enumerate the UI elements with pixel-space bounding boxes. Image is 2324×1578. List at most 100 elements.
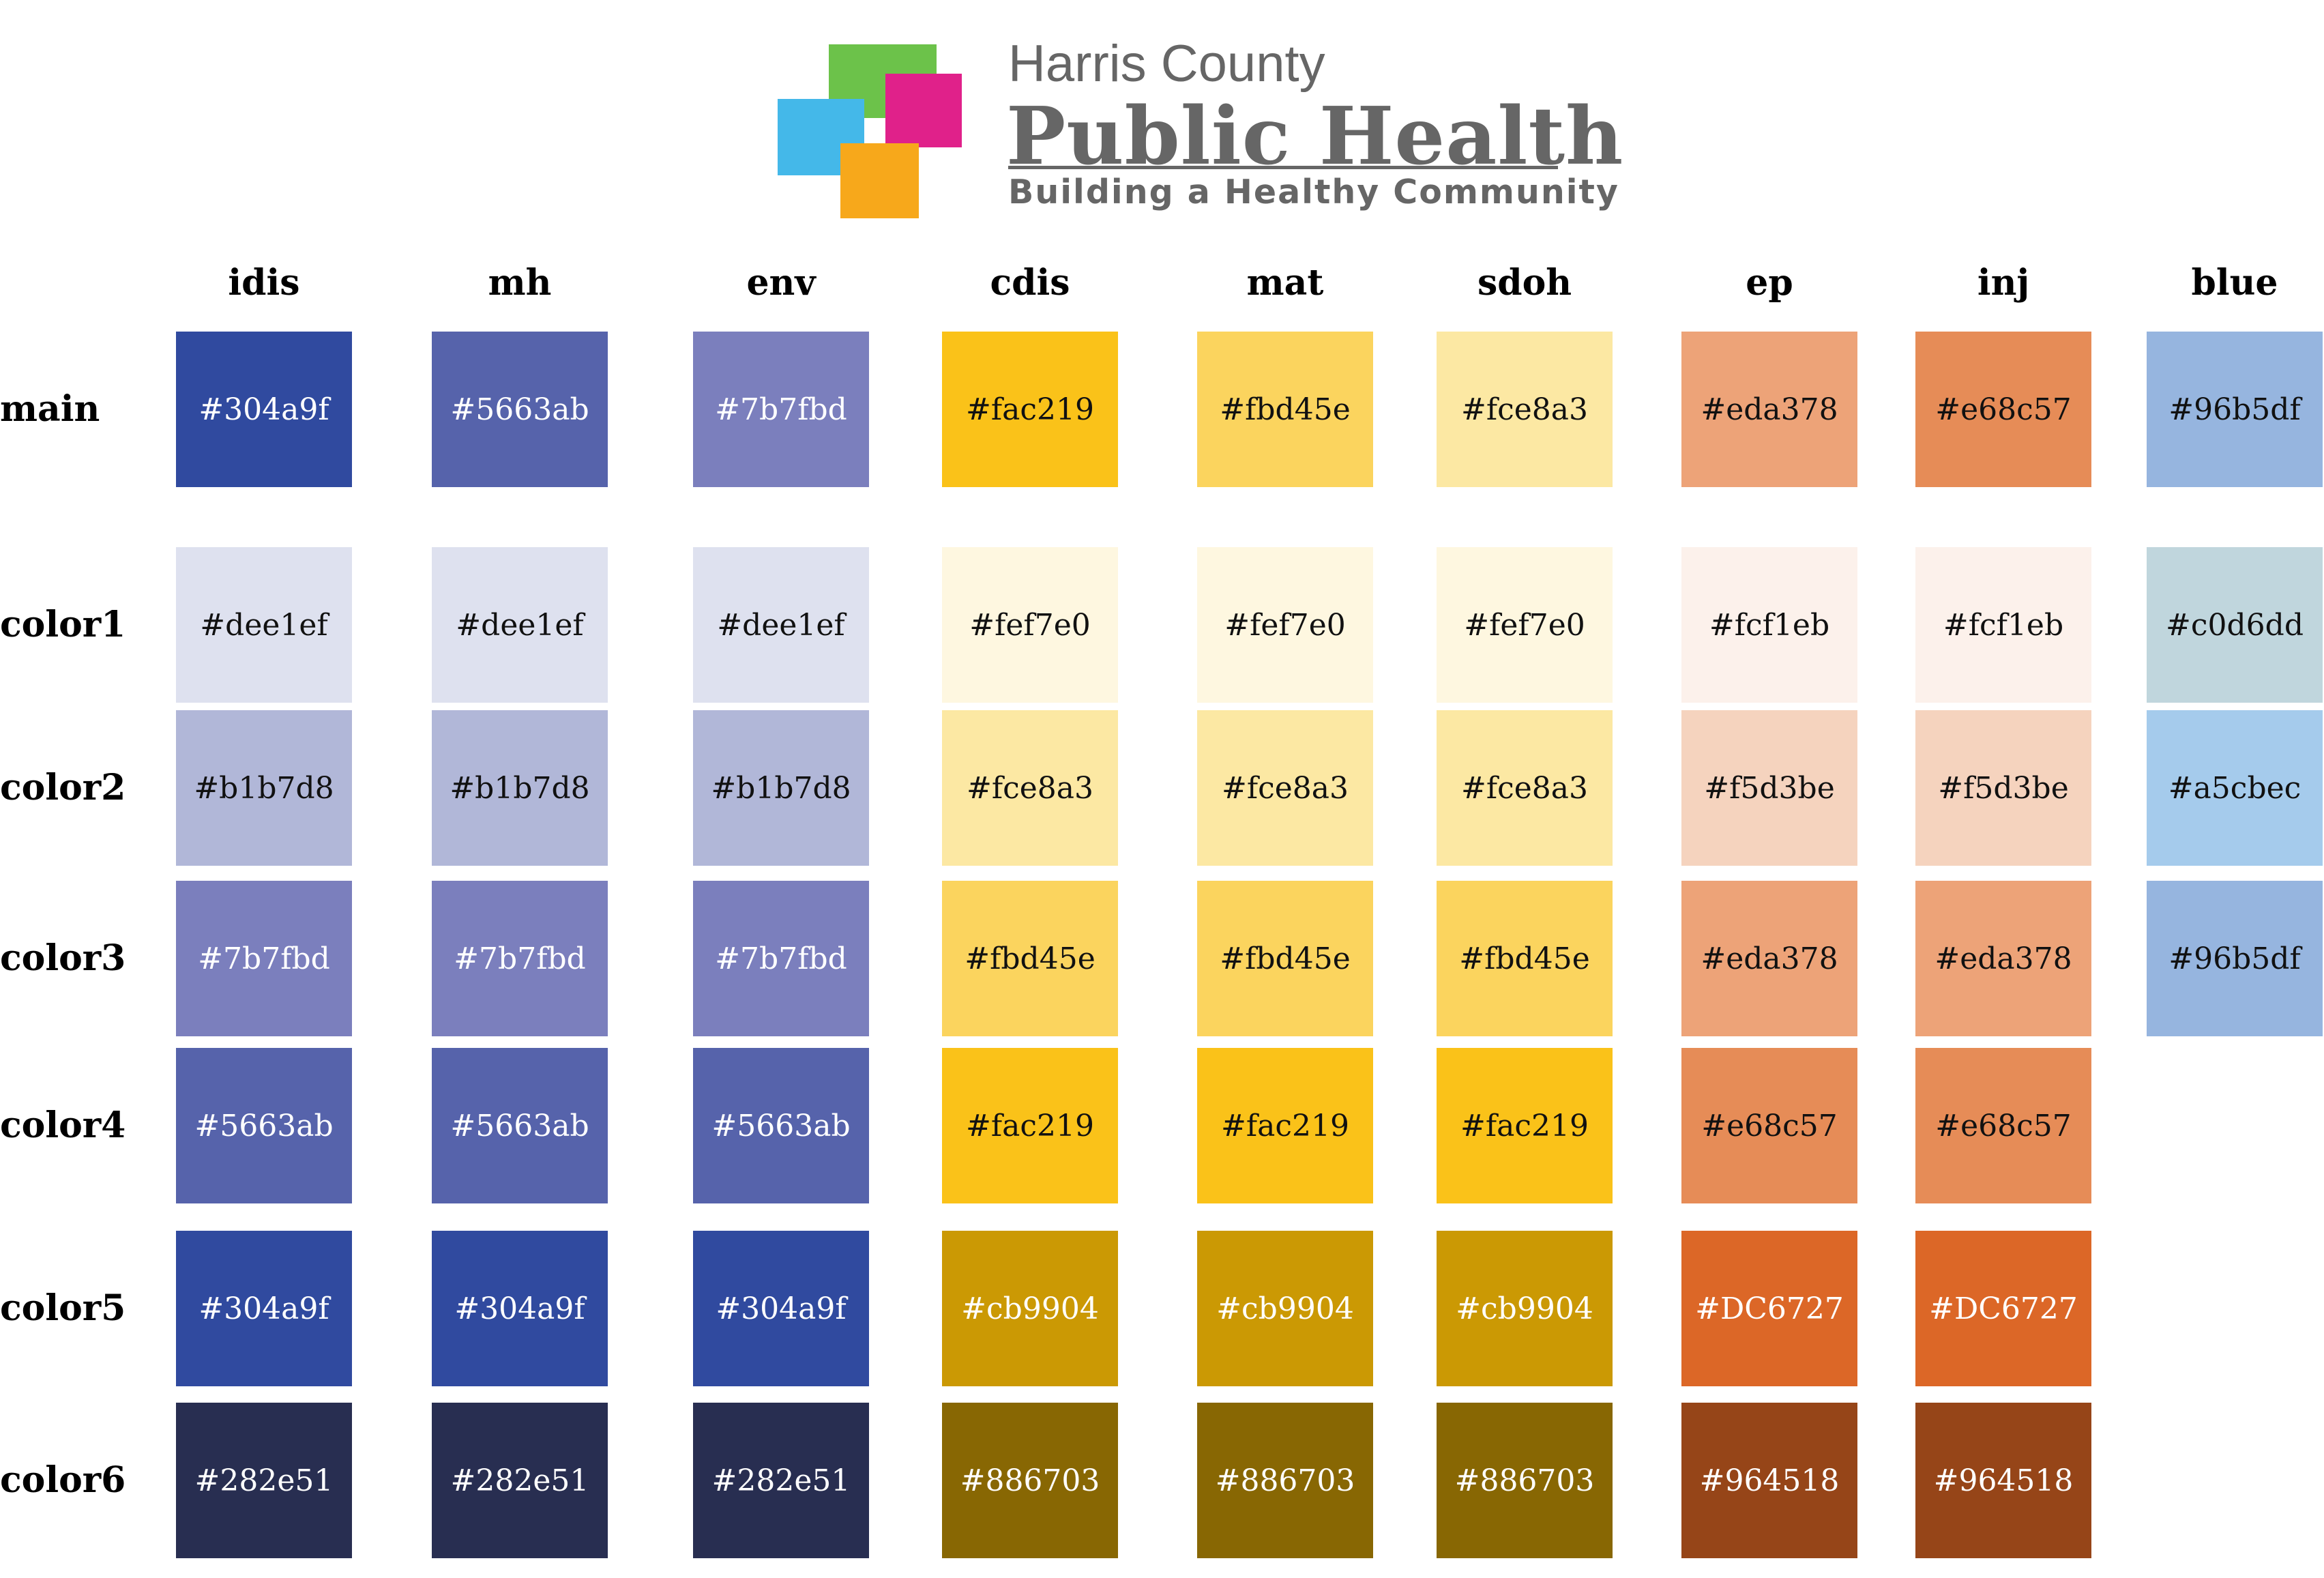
swatch-hex-label: #304a9f	[198, 392, 329, 427]
swatch-hex-label: #dee1ef	[717, 607, 845, 643]
swatch-hex-label: #e68c57	[1701, 1108, 1838, 1143]
row-header-color6: color6	[0, 1459, 126, 1501]
swatch-hex-label: #e68c57	[1935, 392, 2072, 427]
column-header-inj: inj	[1977, 262, 2030, 304]
swatch-hex-label: #b1b7d8	[711, 770, 851, 806]
swatch-hex-label: #282e51	[450, 1463, 589, 1498]
swatch-mh-main: #5663ab	[432, 332, 608, 487]
swatch-mat-color4: #fac219	[1197, 1048, 1373, 1203]
swatch-idis-color6: #282e51	[176, 1403, 352, 1558]
swatch-mh-color4: #5663ab	[432, 1048, 608, 1203]
swatch-mat-color2: #fce8a3	[1197, 710, 1373, 866]
swatch-ep-color5: #DC6727	[1681, 1231, 1857, 1386]
swatch-hex-label: #5663ab	[450, 392, 589, 427]
column-header-env: env	[746, 262, 816, 304]
swatch-inj-color6: #964518	[1915, 1403, 2091, 1558]
swatch-idis-color5: #304a9f	[176, 1231, 352, 1386]
swatch-idis-color1: #dee1ef	[176, 547, 352, 703]
swatch-hex-label: #96b5df	[2168, 941, 2301, 976]
column-header-ep: ep	[1746, 262, 1793, 304]
swatch-hex-label: #cb9904	[1456, 1291, 1593, 1326]
logo-magenta-square	[885, 74, 962, 147]
swatch-mh-color5: #304a9f	[432, 1231, 608, 1386]
swatch-sdoh-color3: #fbd45e	[1437, 881, 1613, 1036]
logo-orange-square	[840, 143, 919, 218]
swatch-env-color2: #b1b7d8	[693, 710, 869, 866]
swatch-inj-color1: #fcf1eb	[1915, 547, 2091, 703]
swatch-mh-color1: #dee1ef	[432, 547, 608, 703]
swatch-blue-color3: #96b5df	[2147, 881, 2323, 1036]
row-header-color3: color3	[0, 937, 126, 979]
swatch-blue-main: #96b5df	[2147, 332, 2323, 487]
swatch-cdis-color5: #cb9904	[942, 1231, 1118, 1386]
swatch-hex-label: #fbd45e	[965, 941, 1095, 976]
swatch-hex-label: #fcf1eb	[1943, 607, 2064, 643]
swatch-hex-label: #886703	[1215, 1463, 1355, 1498]
swatch-hex-label: #fef7e0	[1224, 607, 1346, 643]
swatch-env-color4: #5663ab	[693, 1048, 869, 1203]
swatch-hex-label: #7b7fbd	[715, 392, 847, 427]
swatch-hex-label: #282e51	[194, 1463, 334, 1498]
swatch-hex-label: #fce8a3	[1460, 392, 1589, 427]
swatch-mat-color3: #fbd45e	[1197, 881, 1373, 1036]
swatch-hex-label: #DC6727	[1695, 1291, 1844, 1326]
swatch-cdis-color3: #fbd45e	[942, 881, 1118, 1036]
swatch-hex-label: #fbd45e	[1220, 941, 1351, 976]
swatch-env-color5: #304a9f	[693, 1231, 869, 1386]
swatch-idis-main: #304a9f	[176, 332, 352, 487]
swatch-inj-main: #e68c57	[1915, 332, 2091, 487]
swatch-idis-color3: #7b7fbd	[176, 881, 352, 1036]
swatch-env-main: #7b7fbd	[693, 332, 869, 487]
swatch-sdoh-color1: #fef7e0	[1437, 547, 1613, 703]
logo-squares-icon	[778, 44, 962, 222]
swatch-hex-label: #96b5df	[2168, 392, 2301, 427]
row-header-main: main	[0, 388, 100, 430]
swatch-sdoh-color4: #fac219	[1437, 1048, 1613, 1203]
swatch-ep-main: #eda378	[1681, 332, 1857, 487]
swatch-ep-color1: #fcf1eb	[1681, 547, 1857, 703]
swatch-hex-label: #fce8a3	[1221, 770, 1349, 806]
column-header-blue: blue	[2191, 262, 2278, 304]
swatch-hex-label: #c0d6dd	[2166, 607, 2304, 643]
swatch-inj-color2: #f5d3be	[1915, 710, 2091, 866]
swatch-mat-main: #fbd45e	[1197, 332, 1373, 487]
column-header-mat: mat	[1246, 262, 1324, 304]
logo-divider	[1008, 166, 1558, 169]
swatch-hex-label: #304a9f	[716, 1291, 847, 1326]
column-header-sdoh: sdoh	[1477, 262, 1572, 304]
swatch-inj-color3: #eda378	[1915, 881, 2091, 1036]
swatch-hex-label: #304a9f	[454, 1291, 585, 1326]
swatch-hex-label: #7b7fbd	[715, 941, 847, 976]
swatch-cdis-color4: #fac219	[942, 1048, 1118, 1203]
swatch-ep-color4: #e68c57	[1681, 1048, 1857, 1203]
swatch-hex-label: #cb9904	[961, 1291, 1099, 1326]
swatch-hex-label: #fac219	[1220, 1108, 1349, 1143]
swatch-cdis-color1: #fef7e0	[942, 547, 1118, 703]
swatch-sdoh-color5: #cb9904	[1437, 1231, 1613, 1386]
swatch-hex-label: #886703	[1454, 1463, 1595, 1498]
swatch-hex-label: #fac219	[1460, 1108, 1589, 1143]
swatch-cdis-color2: #fce8a3	[942, 710, 1118, 866]
swatch-hex-label: #282e51	[711, 1463, 851, 1498]
swatch-hex-label: #DC6727	[1929, 1291, 2078, 1326]
swatch-hex-label: #f5d3be	[1704, 770, 1835, 806]
swatch-sdoh-color2: #fce8a3	[1437, 710, 1613, 866]
swatch-hex-label: #fac219	[965, 1108, 1094, 1143]
swatch-hex-label: #b1b7d8	[450, 770, 590, 806]
swatch-idis-color4: #5663ab	[176, 1048, 352, 1203]
org-name-line1: Harris County	[1008, 35, 1325, 93]
swatch-hex-label: #a5cbec	[2168, 770, 2301, 806]
swatch-hex-label: #964518	[1933, 1463, 2074, 1498]
swatch-hex-label: #dee1ef	[456, 607, 584, 643]
harris-county-public-health-logo: Harris County Public Health Building a H…	[778, 34, 1623, 225]
swatch-hex-label: #7b7fbd	[198, 941, 330, 976]
swatch-hex-label: #fef7e0	[1464, 607, 1585, 643]
row-header-color2: color2	[0, 767, 126, 808]
swatch-hex-label: #fef7e0	[969, 607, 1091, 643]
column-header-mh: mh	[488, 262, 552, 304]
swatch-hex-label: #eda378	[1701, 941, 1838, 976]
swatch-hex-label: #e68c57	[1935, 1108, 2072, 1143]
swatch-hex-label: #fce8a3	[966, 770, 1094, 806]
swatch-env-color3: #7b7fbd	[693, 881, 869, 1036]
swatch-ep-color2: #f5d3be	[1681, 710, 1857, 866]
